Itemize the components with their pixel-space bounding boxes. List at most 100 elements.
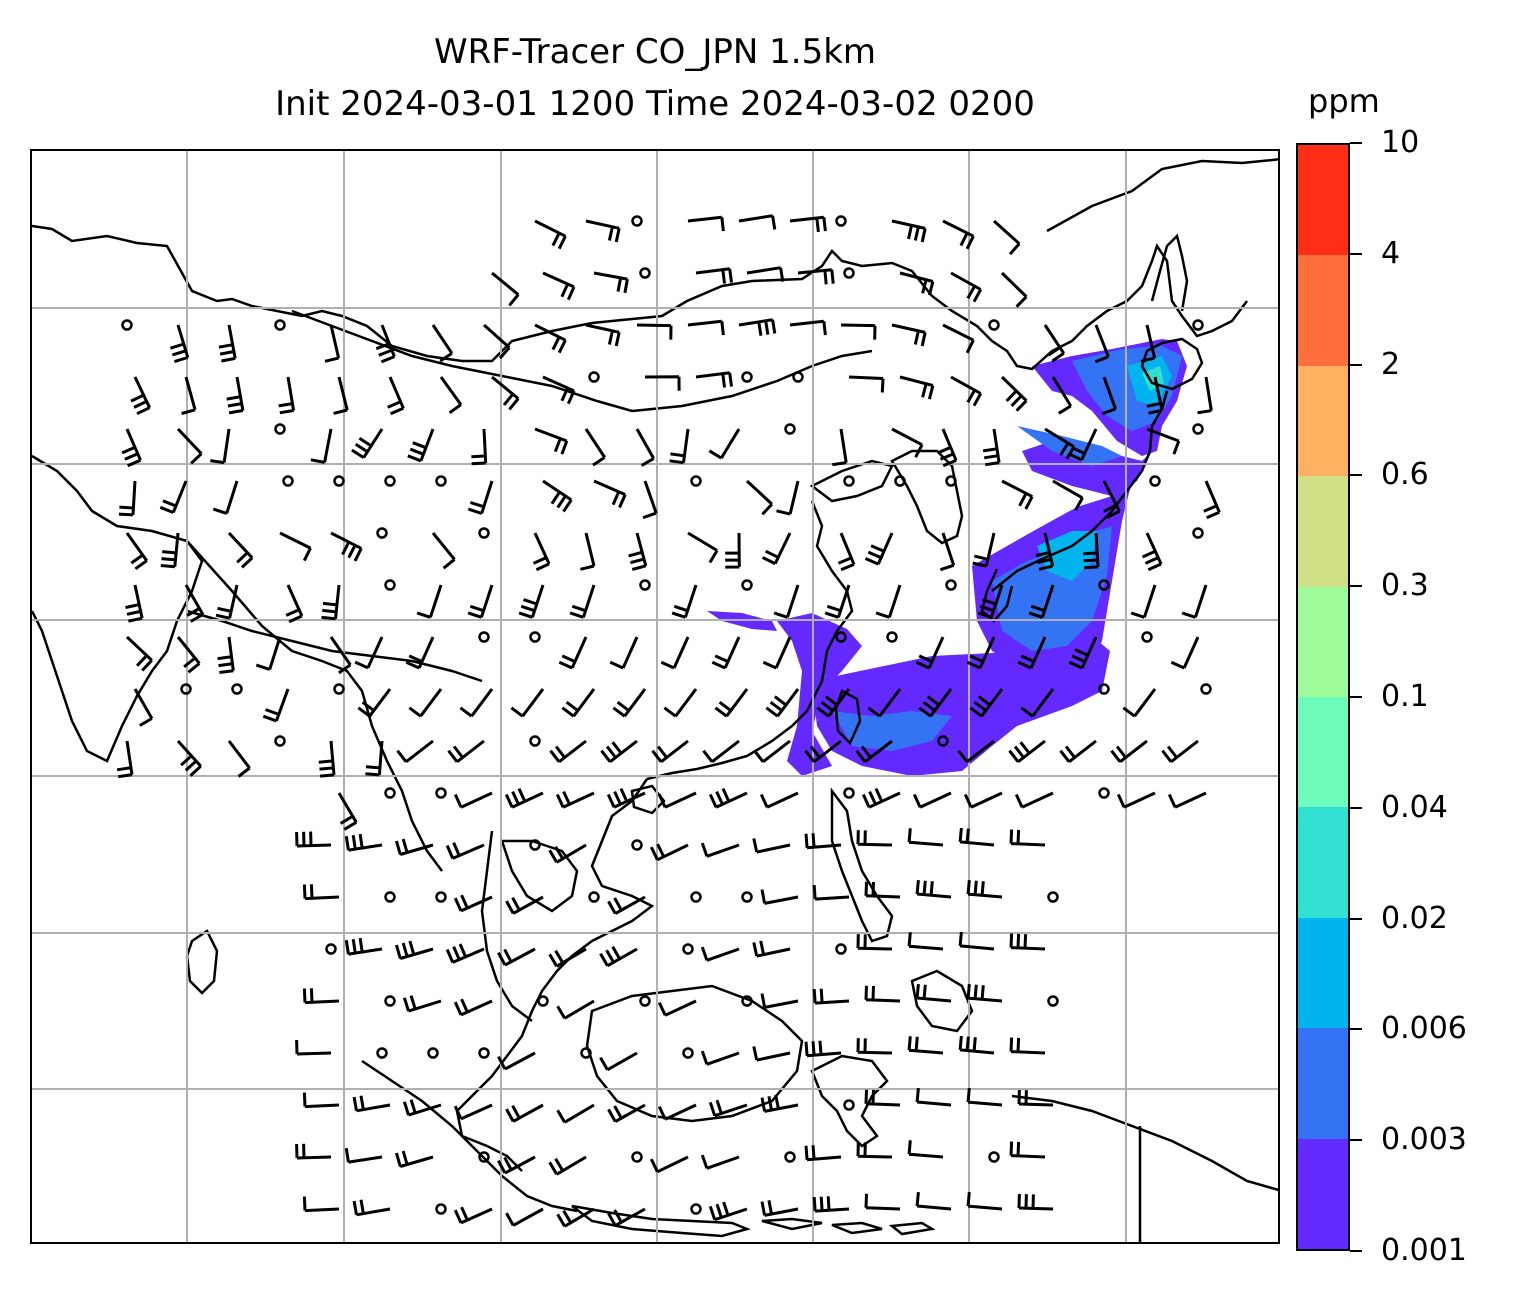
- wind-barb: [864, 532, 894, 566]
- wind-barb: [504, 787, 544, 809]
- plume-south-china-coast: [777, 613, 862, 776]
- wind-barb: [708, 787, 748, 809]
- wind-barb: [556, 1103, 595, 1124]
- wind-barb: [856, 934, 893, 951]
- calm-wind-circle: [384, 475, 396, 487]
- plume-core-mid-4: [1017, 426, 1122, 466]
- wind-barb: [1009, 1037, 1046, 1055]
- wind-barb: [832, 428, 848, 467]
- calm-wind-circle: [682, 1047, 694, 1059]
- calm-wind-circle: [988, 319, 1000, 331]
- wind-barb: [642, 480, 658, 520]
- calm-wind-circle: [741, 995, 753, 1007]
- wind-barb: [606, 787, 646, 809]
- wind-barb: [915, 1087, 952, 1107]
- colorbar-tick-label: 0.003: [1381, 1122, 1467, 1158]
- wind-barb: [394, 838, 434, 856]
- calm-wind-circle: [282, 475, 294, 487]
- wind-barb: [394, 1150, 434, 1168]
- wind-barb: [548, 1155, 587, 1176]
- wind-barb: [695, 267, 733, 284]
- wind-barb: [752, 940, 791, 958]
- colorbar-tick: [1350, 142, 1362, 144]
- wind-barb: [491, 271, 520, 307]
- calm-wind-circle: [945, 579, 957, 591]
- calm-wind-circle: [690, 891, 702, 903]
- wind-barb: [752, 1046, 791, 1062]
- wind-barb: [548, 843, 587, 864]
- wind-barb: [867, 688, 902, 718]
- wind-barb: [958, 1035, 995, 1055]
- wind-barb: [848, 375, 885, 393]
- wind-barb: [555, 790, 595, 809]
- colorbar-tick: [1350, 1250, 1362, 1252]
- coast-sri-lanka: [185, 929, 219, 995]
- wind-barb: [227, 740, 251, 778]
- calm-wind-circle: [478, 1047, 490, 1059]
- wind-barb: [607, 895, 646, 915]
- wind-barb: [1068, 428, 1098, 462]
- wind-barb: [937, 428, 958, 468]
- wind-barb: [657, 999, 697, 1017]
- wind-barb: [609, 636, 639, 670]
- wind-barb: [445, 842, 485, 860]
- calm-wind-circle: [631, 215, 643, 227]
- wind-barb: [760, 1200, 799, 1217]
- calm-wind-circle: [529, 839, 541, 851]
- wind-barb: [215, 584, 239, 620]
- wind-barb: [969, 688, 1004, 718]
- calm-wind-circle: [529, 631, 541, 643]
- wind-barb: [351, 428, 384, 459]
- wind-barb: [1051, 376, 1073, 415]
- wind-barb: [593, 479, 627, 509]
- wind-barb: [1009, 829, 1046, 847]
- wind-barb: [125, 532, 149, 571]
- wind-barb: [387, 376, 405, 416]
- calm-wind-circle: [180, 683, 192, 695]
- wind-barb: [725, 532, 741, 569]
- wind-barb: [532, 532, 551, 572]
- colorbar-tick: [1350, 585, 1362, 588]
- colorbar-segment: [1298, 144, 1348, 256]
- wind-barb: [431, 532, 456, 570]
- colorbar-segment: [1298, 255, 1348, 366]
- coast-central-asia-north: [32, 224, 1248, 371]
- wind-barb: [518, 584, 545, 619]
- wind-barb: [396, 739, 434, 763]
- wind-barb: [217, 636, 235, 674]
- wind-barb: [210, 428, 231, 465]
- calm-wind-circle: [580, 1047, 592, 1059]
- colorbar-tick-label: 0.3: [1381, 568, 1429, 604]
- wind-barb: [760, 889, 799, 905]
- wind-barb: [352, 1199, 391, 1217]
- wind-barb: [982, 428, 1001, 467]
- wind-barb: [447, 739, 485, 763]
- wind-barb: [497, 1155, 536, 1175]
- calm-wind-circle: [121, 319, 133, 331]
- wind-barb: [663, 688, 698, 718]
- coast-bohai: [809, 459, 894, 503]
- wind-barb: [950, 271, 983, 303]
- calm-wind-circle: [1200, 683, 1212, 695]
- wind-barb: [635, 428, 656, 467]
- coast-hainan: [630, 784, 666, 815]
- wind-barb: [402, 995, 442, 1013]
- calm-wind-circle: [741, 579, 753, 591]
- wind-barb: [558, 636, 588, 670]
- wind-barb: [1000, 375, 1028, 412]
- wind-barb: [1197, 376, 1213, 415]
- wind-barb: [942, 219, 975, 250]
- colorbar-tick: [1350, 806, 1362, 809]
- coast-amur-okhotsk: [1046, 158, 1278, 233]
- wind-barb: [459, 688, 494, 718]
- colorbar-segment: [1298, 696, 1348, 808]
- wind-barb: [855, 739, 893, 763]
- wind-barb: [344, 1147, 383, 1164]
- wind-barb: [1116, 791, 1156, 809]
- wind-barb: [812, 885, 850, 901]
- calm-wind-circle: [384, 891, 396, 903]
- calm-wind-circle: [1098, 579, 1110, 591]
- wind-barb: [761, 532, 792, 565]
- wind-barb: [405, 636, 435, 670]
- wind-barb: [700, 1050, 740, 1066]
